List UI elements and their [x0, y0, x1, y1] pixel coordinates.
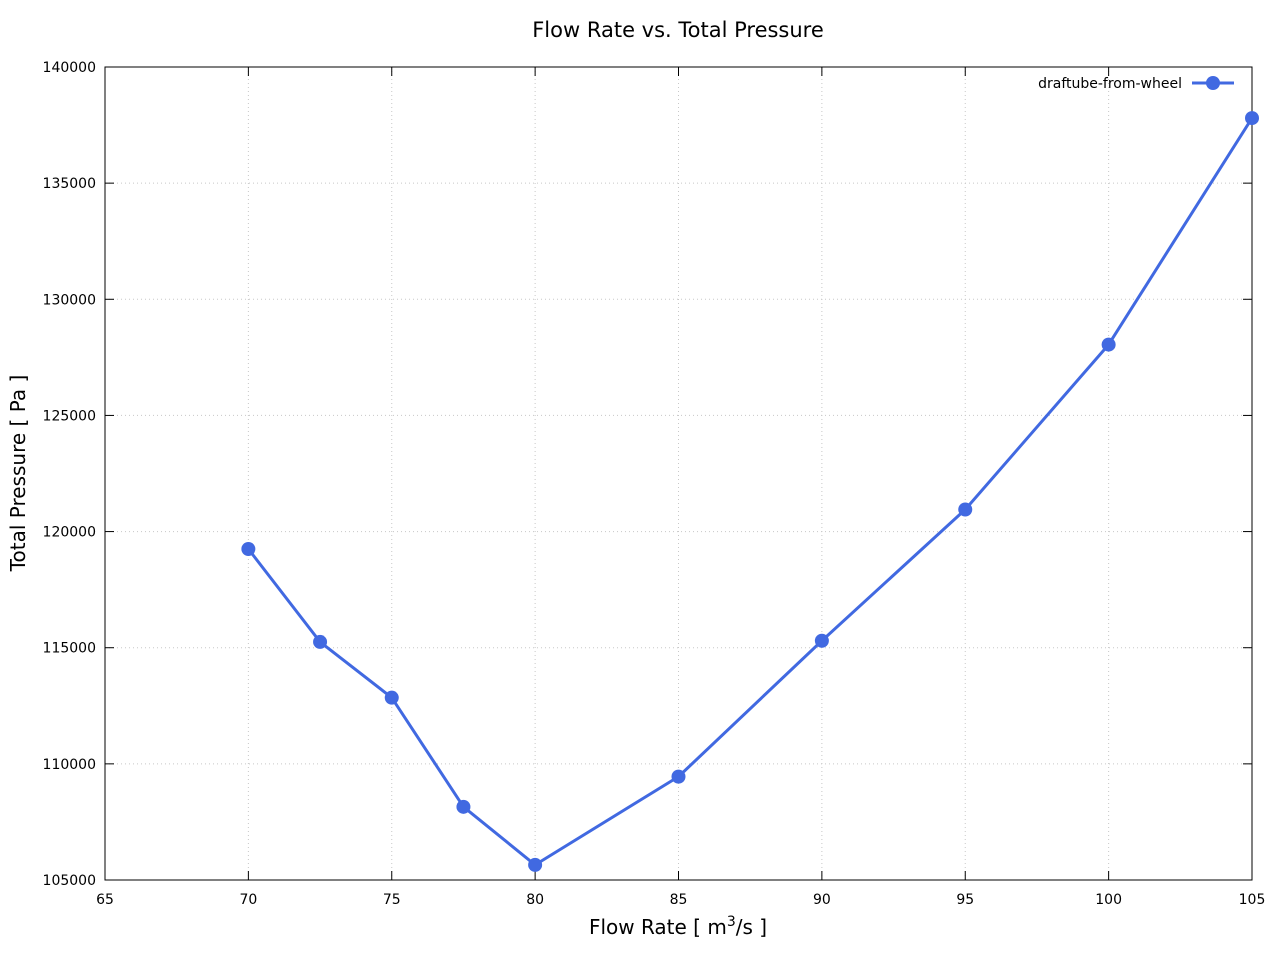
x-tick-label: 100	[1095, 892, 1122, 908]
legend-label: draftube-from-wheel	[1038, 76, 1182, 92]
x-tick-label: 85	[670, 892, 688, 908]
y-tick-label: 140000	[43, 60, 96, 76]
y-tick-label: 130000	[43, 292, 96, 308]
x-tick-label: 80	[526, 892, 544, 908]
y-tick-label: 125000	[43, 408, 96, 424]
x-tick-label: 70	[239, 892, 257, 908]
x-tick-label: 75	[383, 892, 401, 908]
x-axis-title-main: Flow Rate [ m	[589, 915, 727, 939]
data-point	[1101, 337, 1116, 352]
legend: draftube-from-wheel	[1038, 76, 1234, 92]
y-tick-label: 105000	[43, 873, 96, 889]
x-axis-title: Flow Rate [ m3/s ]	[589, 914, 767, 939]
legend-marker-sample	[1206, 76, 1220, 90]
data-point	[528, 857, 543, 872]
x-tick-label: 95	[956, 892, 974, 908]
data-point	[1245, 111, 1259, 126]
y-axis-title: Total Pressure [ Pa ]	[6, 375, 30, 573]
series-line	[247, 117, 1254, 867]
data-point	[814, 633, 829, 648]
x-axis-title-superscript: 3	[727, 914, 736, 930]
x-tick-label: 90	[813, 892, 831, 908]
x-tick-label: 65	[96, 892, 114, 908]
x-tick-label: 105	[1239, 892, 1266, 908]
y-tick-label: 135000	[43, 176, 96, 192]
chart-title: Flow Rate vs. Total Pressure	[532, 18, 824, 42]
series	[241, 111, 1259, 872]
data-point	[313, 634, 328, 649]
x-axis-title-end: /s ]	[736, 915, 767, 939]
data-point	[456, 799, 471, 814]
y-tick-label: 120000	[43, 525, 96, 541]
plot-frame	[104, 66, 1253, 881]
data-point	[671, 769, 686, 784]
y-tick-label: 115000	[43, 641, 96, 657]
grid	[105, 67, 1252, 880]
data-point	[241, 541, 256, 556]
ticks: 65 70 75 80 85 90 95 100 105 105000 110000 115000 12…	[43, 60, 1266, 908]
data-point	[958, 502, 973, 517]
y-tick-label: 110000	[43, 757, 96, 773]
data-point	[384, 690, 399, 705]
